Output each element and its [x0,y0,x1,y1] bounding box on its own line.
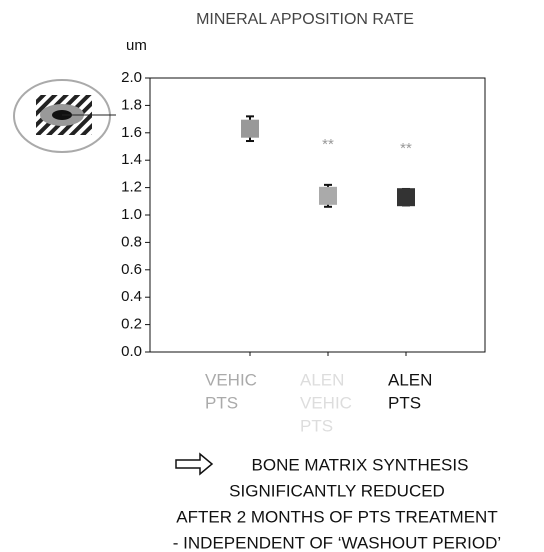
plot-frame [150,78,485,352]
y-tick-label: 0.6 [121,261,142,278]
y-tick-label: 1.4 [121,151,142,168]
y-tick-label: 0.0 [121,343,142,360]
y-tick-label: 1.6 [121,124,142,141]
bone-icon [14,80,116,152]
footnote: SIGNIFICANTLY REDUCED [229,481,445,500]
x-tick-label: VEHIC [205,370,257,389]
x-tick-label: ALEN [388,370,432,389]
y-tick-label: 0.2 [121,316,142,333]
x-tick-label: VEHIC [300,393,352,412]
data-point [397,188,415,206]
x-tick-label: PTS [300,416,333,435]
footer-arrow [176,454,212,474]
y-axis-label: um [126,37,147,54]
chart-title: MINERAL APPOSITION RATE [196,11,414,28]
data-point [241,120,259,138]
arrow-icon [176,454,212,474]
y-tick-label: 0.8 [121,233,142,250]
y-tick-label: 1.8 [121,96,142,113]
footnote: AFTER 2 MONTHS OF PTS TREATMENT [176,507,497,526]
x-tick-label: PTS [388,393,421,412]
footnote: - INDEPENDENT OF ‘WASHOUT PERIOD’ [173,533,501,552]
significance-label: ** [322,136,334,153]
significance-label: ** [400,140,412,157]
y-tick-label: 0.4 [121,288,142,305]
x-tick-label: PTS [205,393,238,412]
y-tick-label: 1.2 [121,179,142,196]
y-tick-label: 2.0 [121,69,142,86]
x-tick-label: ALEN [300,370,344,389]
footnote: BONE MATRIX SYNTHESIS [252,455,469,474]
data-point [319,187,337,205]
chart: MINERAL APPOSITION RATE um 0.0 0.2 0.4 0.6 0… [0,0,544,552]
y-tick-label: 1.0 [121,206,142,223]
